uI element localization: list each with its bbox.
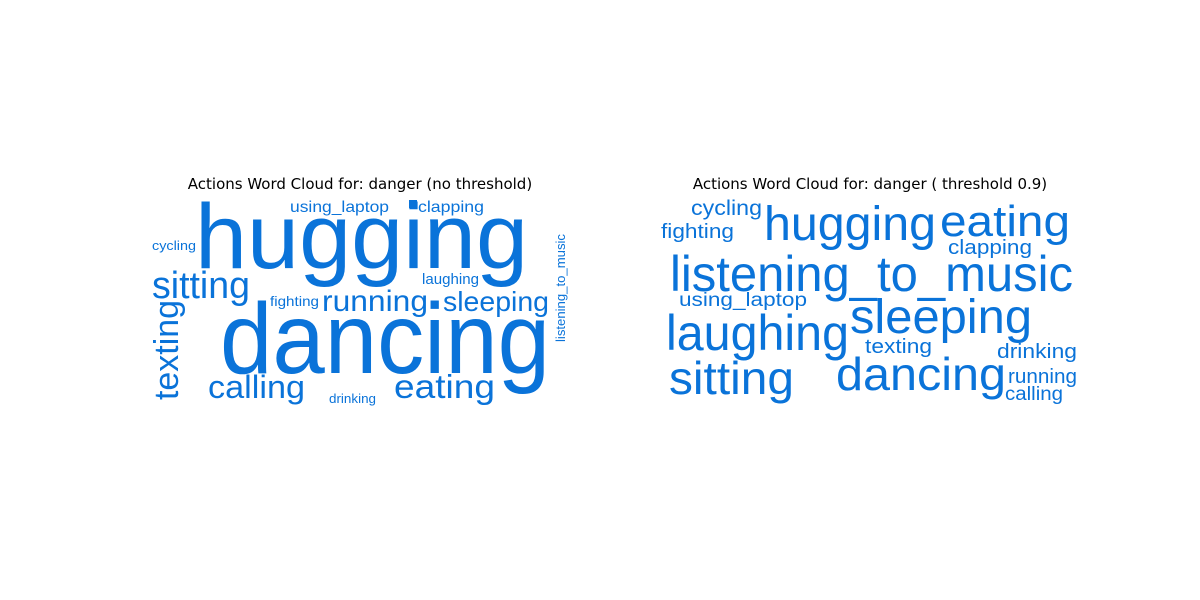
- word-using-laptop: using_laptop: [290, 199, 389, 216]
- word-fighting: fighting: [270, 293, 319, 309]
- word-calling: calling: [208, 369, 305, 405]
- word-mark: [409, 200, 417, 208]
- chart-title: Actions Word Cloud for: danger (no thres…: [187, 175, 533, 193]
- wordcloud-panel-left: Actions Word Cloud for: danger (no thres…: [150, 0, 570, 600]
- word-drinking: drinking: [997, 341, 1077, 363]
- word-dancing: dancing: [220, 283, 550, 395]
- word-laughing: laughing: [666, 305, 849, 361]
- word-calling: calling: [1005, 384, 1063, 405]
- word-laughing: laughing: [422, 271, 479, 288]
- word-eating: eating: [394, 368, 495, 405]
- word-drinking: drinking: [329, 391, 376, 406]
- wordcloud-panel-right: Actions Word Cloud for: danger ( thresho…: [660, 0, 1080, 600]
- word-hugging: hugging: [195, 186, 528, 288]
- word-texting: texting: [865, 336, 932, 358]
- word-clapping: clapping: [948, 237, 1032, 259]
- word-running: running: [1008, 366, 1077, 388]
- word-fighting: fighting: [661, 221, 734, 243]
- word-running: running: [322, 285, 428, 318]
- word-eating: eating: [940, 197, 1070, 246]
- word-sleeping: sleeping: [443, 286, 549, 317]
- word-listening-to-music: listening_to_music: [670, 246, 1073, 302]
- word-hugging: hugging: [764, 198, 936, 251]
- word-clapping: clapping: [418, 199, 484, 216]
- word-dancing: dancing: [836, 348, 1006, 400]
- word-using-laptop: using_laptop: [679, 290, 807, 311]
- word-texting: texting: [148, 300, 186, 400]
- word-cycling: cycling: [691, 197, 762, 220]
- word-cycling: cycling: [152, 238, 196, 253]
- word-sitting: sitting: [669, 352, 794, 404]
- word-sitting: sitting: [152, 265, 250, 307]
- chart-title: Actions Word Cloud for: danger ( thresho…: [692, 175, 1048, 193]
- word-listening-to-music: listening_to_music: [553, 234, 568, 342]
- wordcloud-right: hugging eatinglistening_to_musicsleepingl…: [661, 197, 1077, 405]
- word-sleeping: sleeping: [850, 291, 1032, 344]
